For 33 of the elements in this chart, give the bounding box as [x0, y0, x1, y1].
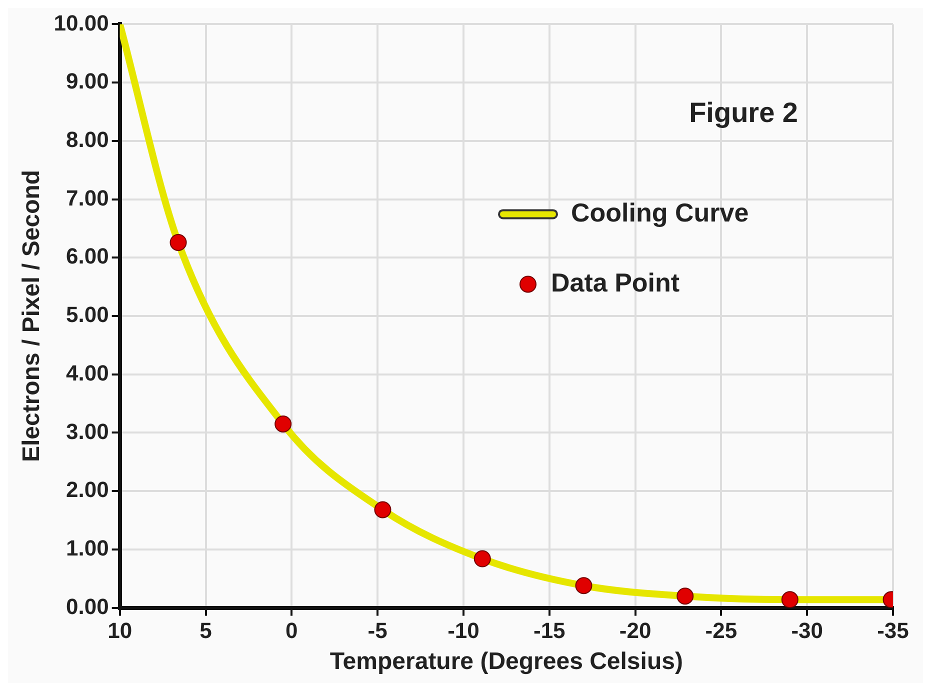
- x-tick-label: 5: [200, 618, 212, 644]
- point: [170, 234, 187, 251]
- x-tick-label: -15: [533, 618, 566, 644]
- y-tick-label: 2.00: [66, 477, 109, 502]
- y-axis-title: Electrons / Pixel / Second: [18, 170, 46, 462]
- x-tick-label: -10: [448, 618, 480, 644]
- legend-label: Data Point: [551, 267, 680, 298]
- y-tick-label: 0.00: [66, 594, 109, 619]
- x-tick-label: 10: [108, 618, 132, 644]
- point: [781, 591, 798, 608]
- y-tick-label: 10.00: [54, 10, 109, 36]
- y-tick-label: 4.00: [66, 360, 109, 386]
- point: [676, 588, 694, 605]
- point: [274, 415, 292, 432]
- y-tick-label: 3.00: [66, 418, 109, 444]
- y-tick-label: 7.00: [66, 185, 109, 210]
- y-tick-label: 8.00: [66, 126, 109, 152]
- x-axis-title: Temperature (Degrees Celsius): [330, 648, 683, 676]
- x-tick-label: -5: [368, 618, 388, 644]
- point: [474, 550, 491, 568]
- x-tick-label: -20: [619, 618, 652, 644]
- x-tick-label: -30: [791, 618, 823, 644]
- y-tick-label: 5.00: [66, 302, 109, 328]
- point: [374, 501, 392, 518]
- point: [575, 577, 592, 594]
- legend-label: Cooling Curve: [571, 197, 749, 228]
- x-tick-label: -35: [877, 618, 909, 644]
- y-tick-label: 9.00: [66, 68, 109, 94]
- x-tick-label: -25: [705, 618, 738, 644]
- y-tick-label: 1.00: [66, 536, 109, 561]
- x-tick-label: 0: [286, 618, 298, 644]
- annotation: Figure 2: [689, 96, 798, 128]
- y-tick-label: 6.00: [66, 244, 109, 269]
